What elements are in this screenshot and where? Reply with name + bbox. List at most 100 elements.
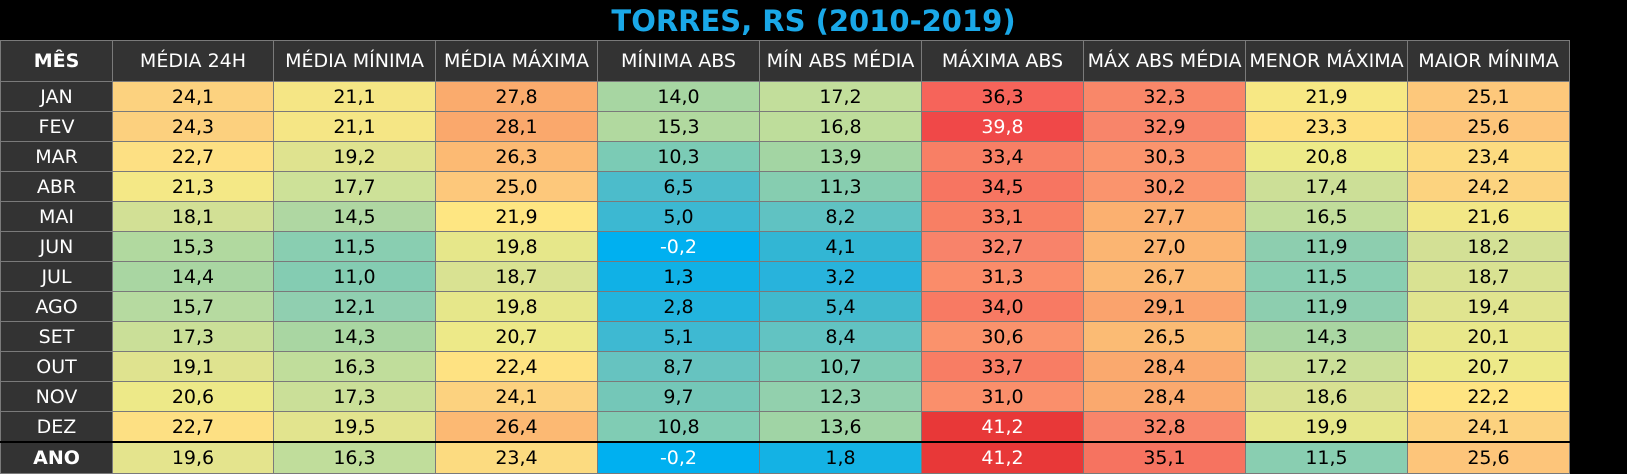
value-cell: 25,1 <box>1407 81 1570 112</box>
value-cell: 32,8 <box>1083 411 1246 443</box>
value-cell: 21,9 <box>435 201 598 232</box>
value-cell: 26,5 <box>1083 321 1246 352</box>
value-cell: 16,8 <box>759 111 922 142</box>
month-label: FEV <box>0 111 113 142</box>
column-header: MENOR MÁXIMA <box>1245 40 1408 82</box>
value-cell: 33,4 <box>921 141 1084 172</box>
table-title: TORRES, RS (2010-2019) <box>0 0 1627 40</box>
value-cell: 19,2 <box>273 141 436 172</box>
value-cell: 21,3 <box>112 171 274 202</box>
value-cell: 32,3 <box>1083 81 1246 112</box>
value-cell: 8,4 <box>759 321 922 352</box>
table-body: JAN 24,1 21,1 27,8 14,0 17,2 36,3 32,3 21,9 25,1 F… <box>0 81 1570 474</box>
value-cell: 27,7 <box>1083 201 1246 232</box>
month-label: JAN <box>0 81 113 112</box>
value-cell: 19,1 <box>112 351 274 382</box>
value-cell: 19,8 <box>435 231 598 262</box>
header-row: MÊS MÉDIA 24H MÉDIA MÍNIMA MÉDIA MÁXIMA MÍNI… <box>0 40 1570 82</box>
month-label: NOV <box>0 381 113 412</box>
month-label: DEZ <box>0 411 113 443</box>
value-cell: 8,2 <box>759 201 922 232</box>
value-cell: 32,9 <box>1083 111 1246 142</box>
value-cell: 17,4 <box>1245 171 1408 202</box>
value-cell: 34,5 <box>921 171 1084 202</box>
value-cell: 22,2 <box>1407 381 1570 412</box>
value-cell: 25,6 <box>1407 111 1570 142</box>
table-row: FEV 24,3 21,1 28,1 15,3 16,8 39,8 32,9 23,3 25,6 <box>0 111 1570 142</box>
value-cell: 2,8 <box>597 291 760 322</box>
value-cell: 20,6 <box>112 381 274 412</box>
value-cell: 20,7 <box>435 321 598 352</box>
month-label: AGO <box>0 291 113 322</box>
value-cell: 17,2 <box>759 81 922 112</box>
value-cell: 20,7 <box>1407 351 1570 382</box>
value-cell: 22,7 <box>112 411 274 443</box>
value-cell: 9,7 <box>597 381 760 412</box>
value-cell: 33,1 <box>921 201 1084 232</box>
value-cell: 32,7 <box>921 231 1084 262</box>
value-cell: 35,1 <box>1083 441 1246 474</box>
column-header: MÁX ABS MÉDIA <box>1083 40 1246 82</box>
value-cell: 21,6 <box>1407 201 1570 232</box>
value-cell: 19,4 <box>1407 291 1570 322</box>
table-row: NOV 20,6 17,3 24,1 9,7 12,3 31,0 28,4 18,6 22,2 <box>0 381 1570 412</box>
value-cell: 13,6 <box>759 411 922 443</box>
value-cell: 30,2 <box>1083 171 1246 202</box>
column-header: MÁXIMA ABS <box>921 40 1084 82</box>
value-cell: 34,0 <box>921 291 1084 322</box>
value-cell: 17,3 <box>112 321 274 352</box>
value-cell: 33,7 <box>921 351 1084 382</box>
value-cell: 4,1 <box>759 231 922 262</box>
annual-row: ANO 19,6 16,3 23,4 -0,2 1,8 41,2 35,1 11,5 25,6 <box>0 441 1570 474</box>
value-cell: 11,0 <box>273 261 436 292</box>
value-cell: 23,4 <box>1407 141 1570 172</box>
value-cell: 41,2 <box>921 411 1084 443</box>
value-cell: 11,5 <box>1245 441 1408 474</box>
value-cell: 3,2 <box>759 261 922 292</box>
value-cell: 19,5 <box>273 411 436 443</box>
value-cell: 18,6 <box>1245 381 1408 412</box>
value-cell: 28,1 <box>435 111 598 142</box>
value-cell: 22,4 <box>435 351 598 382</box>
value-cell: 22,7 <box>112 141 274 172</box>
value-cell: 18,2 <box>1407 231 1570 262</box>
table-row: OUT 19,1 16,3 22,4 8,7 10,7 33,7 28,4 17,2 20,7 <box>0 351 1570 382</box>
value-cell: 14,4 <box>112 261 274 292</box>
value-cell: 14,3 <box>273 321 436 352</box>
column-header: MÉDIA MÁXIMA <box>435 40 598 82</box>
value-cell: 12,3 <box>759 381 922 412</box>
table-header: MÊS MÉDIA 24H MÉDIA MÍNIMA MÉDIA MÁXIMA MÍNI… <box>0 40 1570 82</box>
value-cell: 26,4 <box>435 411 598 443</box>
value-cell: 15,7 <box>112 291 274 322</box>
value-cell: 28,4 <box>1083 351 1246 382</box>
month-label: ANO <box>0 441 113 474</box>
value-cell: 24,3 <box>112 111 274 142</box>
value-cell: 12,1 <box>273 291 436 322</box>
value-cell: 24,1 <box>1407 411 1570 443</box>
value-cell: 25,6 <box>1407 441 1570 474</box>
value-cell: 10,3 <box>597 141 760 172</box>
value-cell: 26,3 <box>435 141 598 172</box>
value-cell: 16,3 <box>273 441 436 474</box>
value-cell: 15,3 <box>597 111 760 142</box>
value-cell: 18,7 <box>1407 261 1570 292</box>
value-cell: 24,2 <box>1407 171 1570 202</box>
value-cell: 1,8 <box>759 441 922 474</box>
month-label: JUN <box>0 231 113 262</box>
value-cell: 11,3 <box>759 171 922 202</box>
value-cell: 36,3 <box>921 81 1084 112</box>
table-row: JAN 24,1 21,1 27,8 14,0 17,2 36,3 32,3 21,9 25,1 <box>0 81 1570 112</box>
month-label: MAI <box>0 201 113 232</box>
table-row: DEZ 22,7 19,5 26,4 10,8 13,6 41,2 32,8 19,9 24,1 <box>0 411 1570 443</box>
value-cell: 17,2 <box>1245 351 1408 382</box>
value-cell: 21,1 <box>273 81 436 112</box>
value-cell: 24,1 <box>112 81 274 112</box>
value-cell: 17,7 <box>273 171 436 202</box>
value-cell: 21,1 <box>273 111 436 142</box>
value-cell: 29,1 <box>1083 291 1246 322</box>
value-cell: 26,7 <box>1083 261 1246 292</box>
column-header: MÍN ABS MÉDIA <box>759 40 922 82</box>
month-label: JUL <box>0 261 113 292</box>
month-label: ABR <box>0 171 113 202</box>
